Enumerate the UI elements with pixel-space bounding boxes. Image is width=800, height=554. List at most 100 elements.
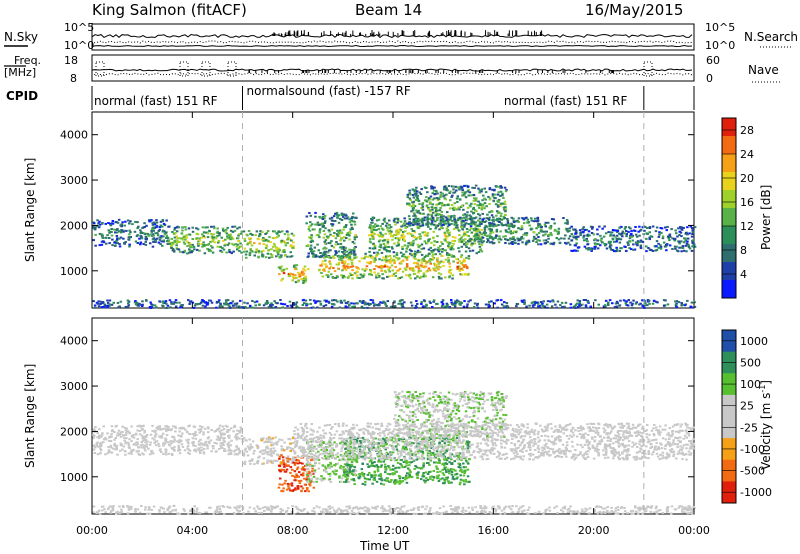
data-cell <box>551 299 554 302</box>
data-cell <box>187 227 191 230</box>
data-cell <box>466 475 470 478</box>
data-cell <box>306 472 310 475</box>
data-cell <box>327 270 330 273</box>
data-cell <box>249 462 252 465</box>
data-cell <box>488 236 492 239</box>
data-cell <box>234 449 237 452</box>
data-cell <box>384 303 387 306</box>
data-cell <box>280 489 283 492</box>
data-cell <box>100 240 104 243</box>
data-cell <box>428 269 432 272</box>
data-cell <box>155 226 158 229</box>
data-cell <box>456 195 460 198</box>
data-cell <box>195 227 198 230</box>
data-cell <box>217 232 220 235</box>
data-cell <box>429 201 432 204</box>
data-cell <box>431 216 435 219</box>
data-cell <box>280 439 284 442</box>
data-cell <box>96 453 100 456</box>
data-cell <box>481 241 484 244</box>
data-cell <box>503 186 507 189</box>
data-cell <box>297 475 300 478</box>
data-cell <box>221 227 225 230</box>
data-cell <box>409 199 412 202</box>
data-cell <box>341 257 344 260</box>
data-cell <box>380 265 384 268</box>
data-cell <box>388 266 392 269</box>
data-cell <box>331 470 335 473</box>
data-cell <box>458 229 461 232</box>
data-cell <box>289 245 293 248</box>
data-cell <box>408 252 412 255</box>
data-cell <box>630 230 633 233</box>
data-cell <box>143 429 146 432</box>
data-cell <box>575 242 578 245</box>
data-cell <box>229 235 232 238</box>
data-cell <box>273 459 277 462</box>
data-cell <box>329 265 333 268</box>
data-cell <box>360 471 364 474</box>
data-cell <box>277 266 281 269</box>
data-cell <box>316 221 320 224</box>
data-cell <box>113 241 116 244</box>
data-cell <box>313 246 317 249</box>
data-cell <box>200 243 204 246</box>
data-cell <box>186 451 190 454</box>
data-cell <box>576 305 580 308</box>
data-cell <box>516 219 519 222</box>
data-cell <box>276 302 279 305</box>
data-cell <box>207 427 210 430</box>
data-cell <box>453 221 456 224</box>
data-cell <box>491 188 494 191</box>
data-cell <box>593 242 597 245</box>
data-cell <box>636 244 639 247</box>
data-cell <box>477 234 480 237</box>
data-cell <box>434 208 438 211</box>
data-cell <box>644 302 647 305</box>
data-cell <box>353 468 357 471</box>
data-cell <box>417 450 420 453</box>
data-cell <box>180 439 183 442</box>
data-cell <box>339 217 342 220</box>
data-cell <box>176 239 179 242</box>
data-cell <box>409 233 413 236</box>
data-cell <box>149 441 152 444</box>
data-cell <box>108 237 111 239</box>
data-cell <box>343 261 346 264</box>
data-cell <box>346 276 350 279</box>
data-cell <box>144 441 147 444</box>
data-cell <box>96 432 99 434</box>
data-cell <box>356 276 359 279</box>
data-cell <box>324 239 328 242</box>
data-cell <box>294 274 297 277</box>
data-cell <box>306 442 310 445</box>
data-cell <box>238 437 241 440</box>
data-cell <box>680 235 683 238</box>
data-cell <box>434 214 438 217</box>
data-cell <box>230 252 233 255</box>
data-cell <box>417 271 420 274</box>
data-cell <box>633 248 637 251</box>
data-cell <box>375 219 379 222</box>
data-cell <box>493 302 496 305</box>
data-cell <box>648 248 652 251</box>
data-cell <box>202 447 206 450</box>
data-cell <box>299 479 303 482</box>
data-cell <box>386 275 389 278</box>
data-cell <box>324 254 328 257</box>
data-cell <box>308 225 311 228</box>
data-cell <box>101 222 104 225</box>
data-cell <box>626 304 630 307</box>
data-cell <box>375 254 379 256</box>
data-cell <box>142 446 146 448</box>
data-cell <box>611 249 615 251</box>
data-cell <box>105 438 108 441</box>
data-cell <box>634 226 637 228</box>
data-cell <box>162 235 165 238</box>
data-cell <box>94 233 97 236</box>
data-cell <box>499 202 503 205</box>
nsearch-label: N.Search <box>744 30 798 44</box>
data-cell <box>666 303 670 306</box>
data-cell <box>408 223 411 226</box>
data-cell <box>260 449 263 452</box>
